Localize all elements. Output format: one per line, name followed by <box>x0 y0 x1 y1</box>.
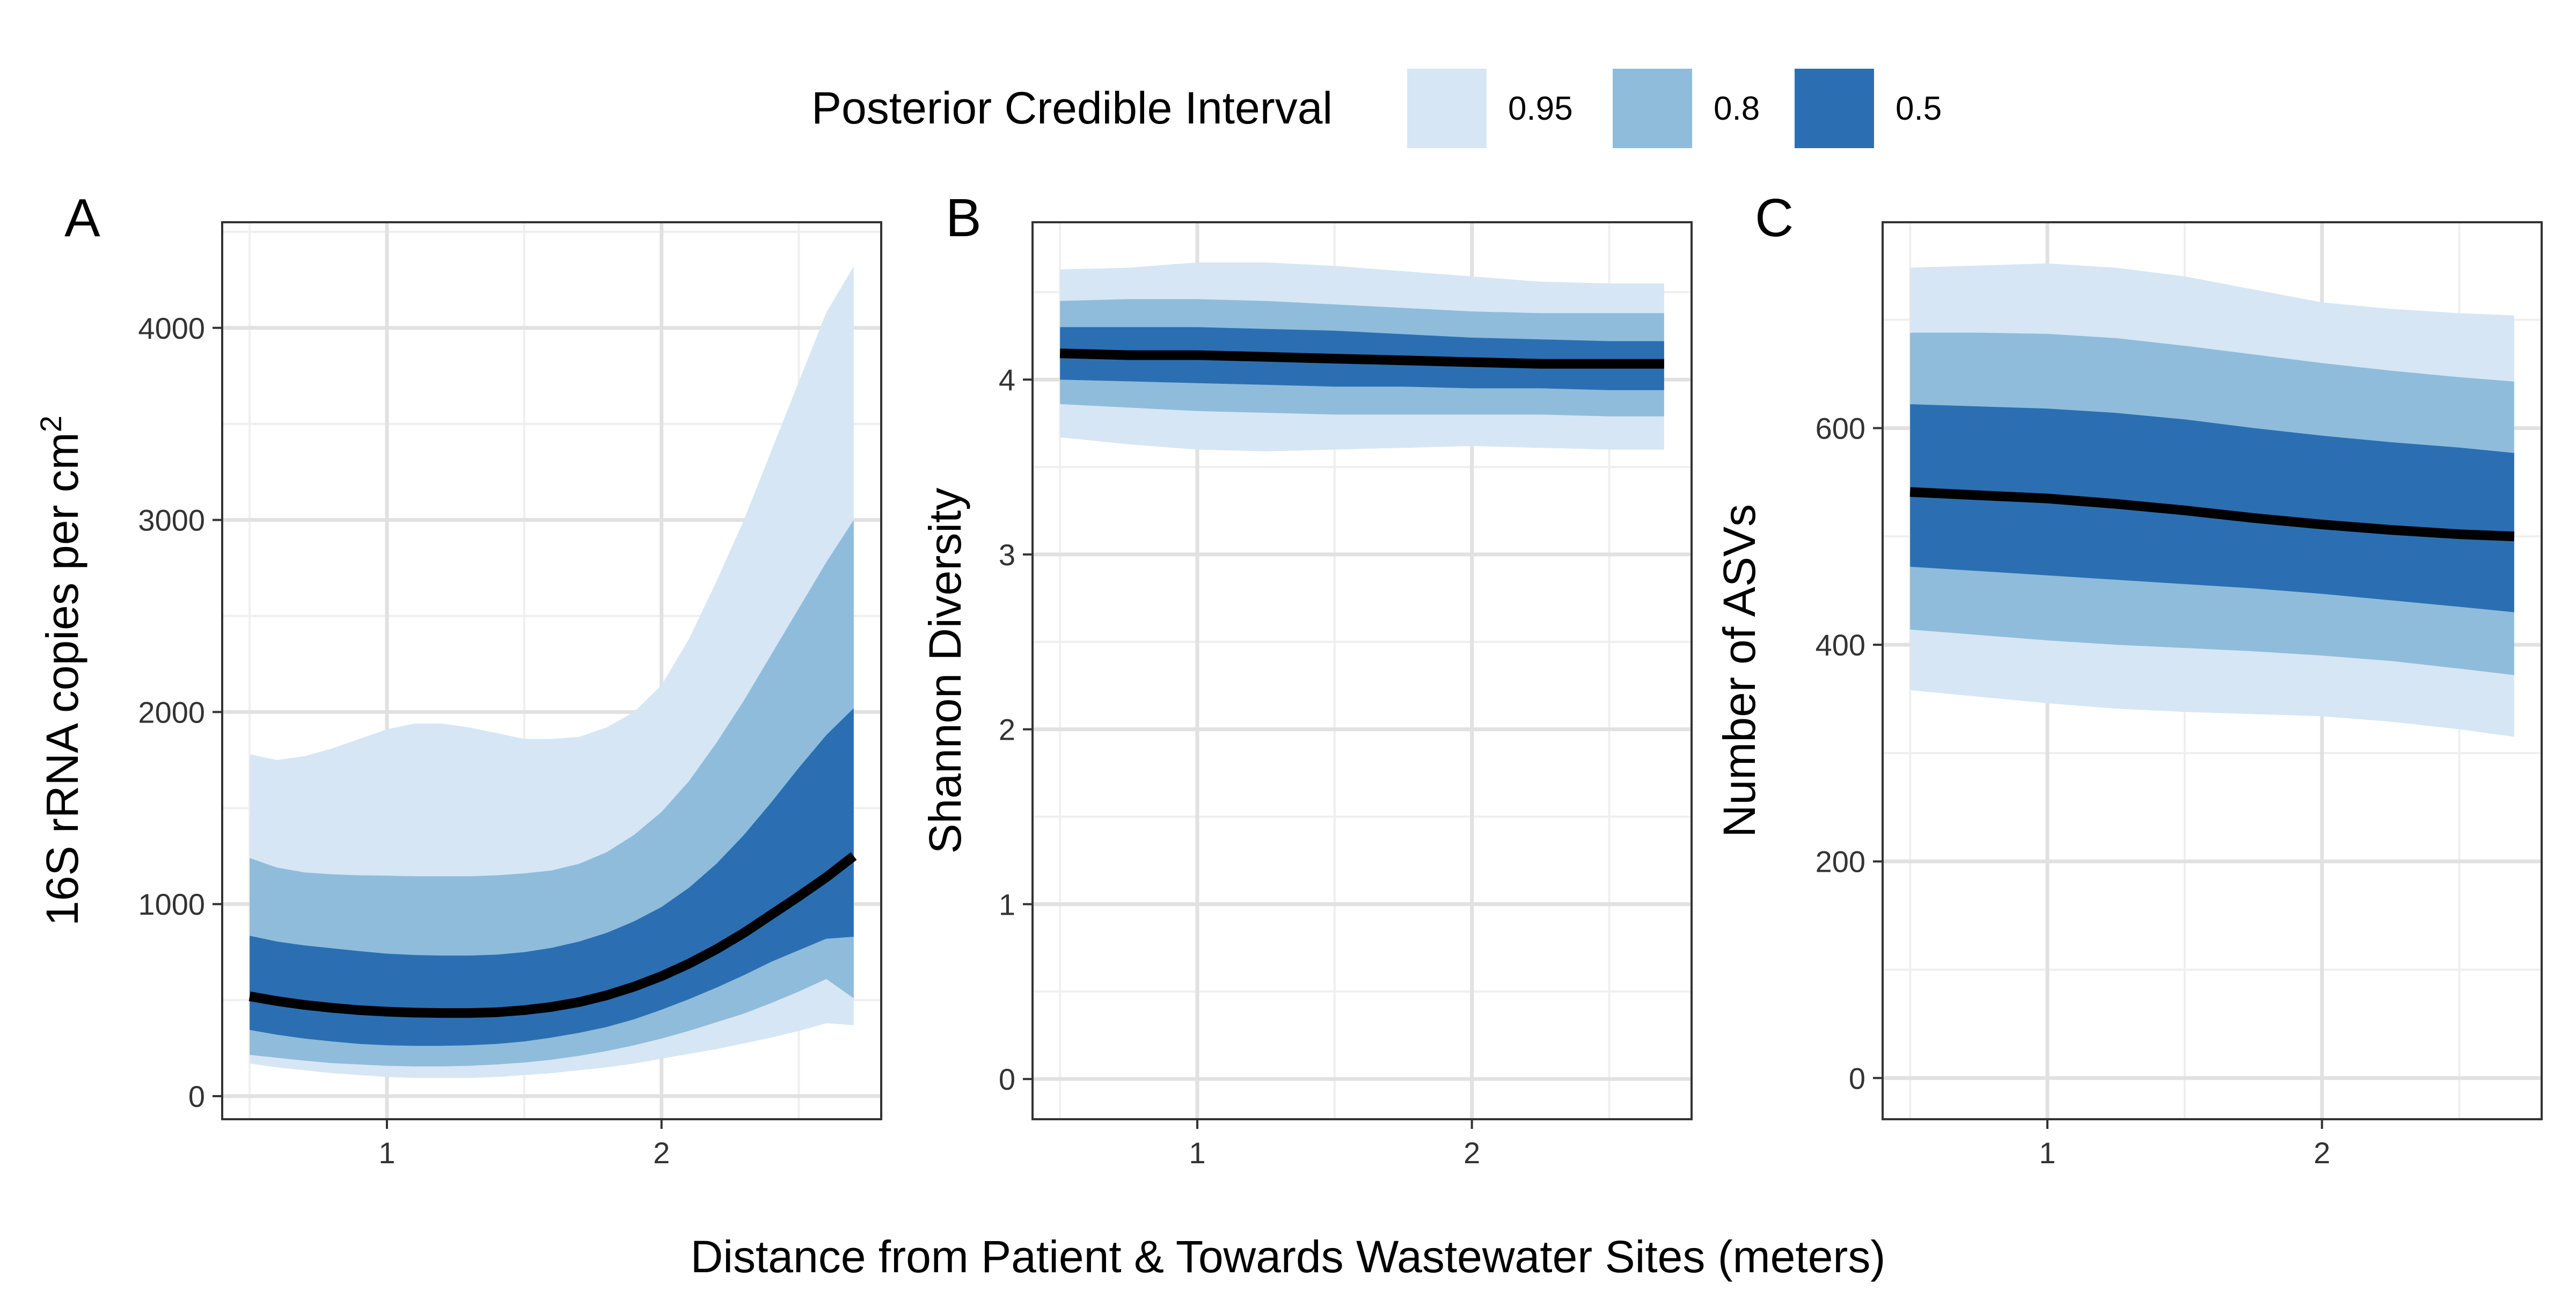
y-tick-label: 1 <box>999 887 1015 921</box>
panel-border <box>1031 221 1693 1120</box>
y-tick-label: 0 <box>999 1062 1015 1096</box>
y-axis-title: 16S rRNA copies per cm2 <box>34 415 88 926</box>
panel-border <box>1882 221 2543 1120</box>
y-tick-label: 4 <box>999 363 1015 397</box>
legend-swatch-0.95 <box>1407 69 1487 148</box>
legend-swatch-0.8 <box>1613 69 1692 148</box>
panel-c: 1 2 0 200 400 600 C Number of ASVs <box>1714 188 2543 1170</box>
panel-tag: C <box>1755 188 1794 248</box>
x-tick-label: 2 <box>2314 1136 2330 1170</box>
y-tick-label: 600 <box>1816 411 1865 445</box>
y-tick-label: 3 <box>999 538 1015 572</box>
y-tick-label: 3000 <box>138 504 205 537</box>
x-tick-label: 2 <box>653 1136 670 1170</box>
y-tick-label: 1000 <box>138 887 205 921</box>
legend-swatch-0.5 <box>1795 69 1874 148</box>
x-tick-label: 1 <box>1189 1136 1205 1170</box>
panel-tag: A <box>64 188 100 248</box>
y-tick-label: 0 <box>188 1080 205 1113</box>
panel-a: 1 2 0 1000 2000 3000 4000 A 16S rRNA copies per … <box>34 188 882 1170</box>
y-tick-label: 0 <box>1849 1061 1865 1095</box>
y-tick-label: 4000 <box>138 311 205 345</box>
panel-b: 1 2 0 1 2 3 4 B Shannon Diversity <box>920 188 1693 1170</box>
y-tick-label: 400 <box>1816 628 1865 662</box>
median-line <box>1909 487 2515 542</box>
y-axis-title: Shannon Diversity <box>920 488 970 854</box>
band-0.5 <box>1910 404 2514 612</box>
legend-title: Posterior Credible Interval <box>811 83 1333 133</box>
y-tick-label: 2 <box>999 713 1015 747</box>
legend: Posterior Credible Interval 0.95 0.8 0.5 <box>811 69 1942 148</box>
y-tick-label: 2000 <box>138 695 205 729</box>
y-tick-label: 200 <box>1816 845 1865 879</box>
x-tick-label: 2 <box>1463 1136 1480 1170</box>
legend-label-0.95: 0.95 <box>1508 90 1573 127</box>
median-line <box>1059 348 1664 369</box>
legend-label-0.5: 0.5 <box>1896 90 1942 127</box>
panel-border <box>221 221 882 1120</box>
x-axis-title: Distance from Patient & Towards Wastewat… <box>691 1231 1886 1282</box>
y-axis-title: Number of ASVs <box>1714 504 1765 837</box>
x-tick-label: 1 <box>2039 1136 2055 1170</box>
median-line <box>248 852 857 1018</box>
panel-tag: B <box>946 188 982 248</box>
x-tick-label: 1 <box>378 1136 395 1170</box>
legend-label-0.8: 0.8 <box>1714 90 1760 127</box>
